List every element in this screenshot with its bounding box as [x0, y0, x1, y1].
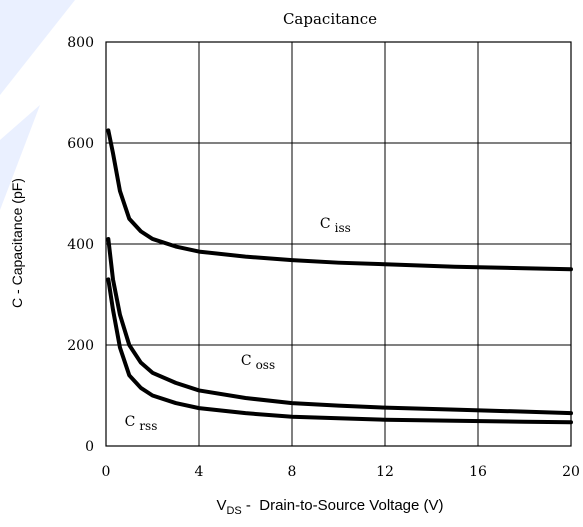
chart-title: Capacitance [283, 10, 377, 28]
x-tick-label: 20 [562, 464, 580, 480]
y-tick-label: 400 [67, 237, 94, 253]
x-axis-label-prefix: V [216, 497, 226, 514]
plot-grid [105, 41, 572, 447]
series-label-base: C [125, 414, 136, 430]
y-tick-label: 600 [67, 136, 94, 152]
series-label-sub: iss [335, 221, 351, 235]
y-tick-label: 0 [85, 439, 94, 455]
series-line-c-rss [106, 277, 573, 425]
x-tick-label: 16 [469, 464, 487, 480]
y-tick-label: 200 [67, 338, 94, 354]
watermark-band-lower [0, 105, 40, 210]
plot-frame [105, 41, 572, 447]
x-tick-label: 0 [102, 464, 111, 480]
x-tick-label: 4 [195, 464, 204, 480]
series-lines [106, 128, 573, 425]
series-label-sub: rss [139, 419, 157, 433]
x-tick-label: 12 [376, 464, 394, 480]
y-axis-label: C - Capacitance (pF) [9, 178, 25, 308]
series-label-base: C [320, 216, 331, 232]
series-line-c-iss [106, 128, 573, 272]
x-axis-label-subscript: DS [226, 505, 241, 517]
series-label-sub: oss [256, 358, 276, 372]
y-tick-label: 800 [67, 35, 94, 51]
watermark-band-upper [0, 0, 75, 95]
x-tick-label: 8 [288, 464, 297, 480]
series-line-c-oss [106, 236, 573, 416]
series-label-base: C [241, 353, 252, 369]
x-axis-label-suffix: - Drain-to-Source Voltage (V) [242, 497, 444, 514]
x-axis-label: VDS - Drain-to-Source Voltage (V) [216, 497, 443, 517]
